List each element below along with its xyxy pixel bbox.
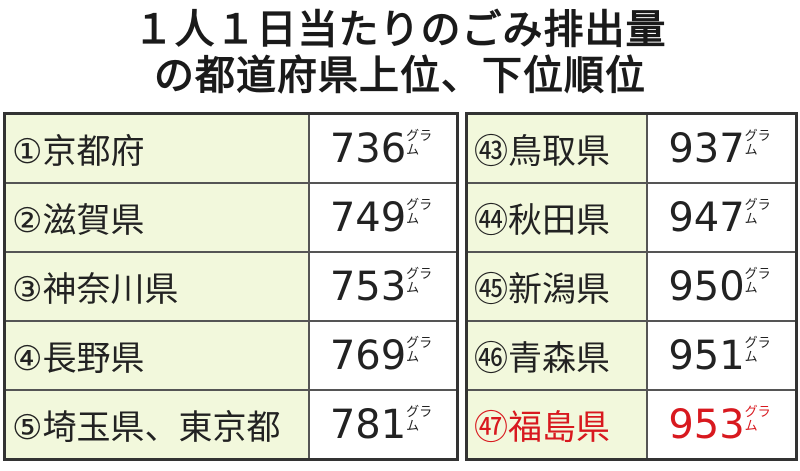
table-row: ㊼福島県 953 グラム — [465, 389, 798, 461]
unit-label: グラム — [406, 335, 436, 365]
prefecture-name: 新潟県 — [508, 270, 610, 310]
table-row: ⑤埼玉県、東京都 781 グラム — [3, 389, 459, 461]
unit-bottom: ム — [406, 211, 420, 227]
unit-label: グラム — [744, 335, 775, 365]
rank: ④ — [12, 339, 43, 379]
rank: ① — [12, 132, 43, 172]
unit-bottom: ム — [744, 142, 758, 158]
value: 950 — [668, 263, 745, 310]
prefecture-cell: ㊸鳥取県 — [465, 112, 648, 184]
prefecture-cell: ②滋賀県 — [3, 182, 310, 253]
unit-bottom: ム — [406, 349, 420, 365]
prefecture-cell: ㊻青森県 — [465, 320, 648, 391]
unit-bottom: ム — [406, 142, 420, 158]
prefecture-name: 鳥取県 — [508, 132, 610, 172]
unit-label: グラム — [406, 128, 436, 158]
prefecture-name: 青森県 — [508, 339, 610, 379]
unit-top: グラ — [406, 335, 433, 351]
rank: ② — [12, 201, 43, 241]
table-row: ①京都府 736 グラム — [3, 112, 459, 184]
unit-top: グラ — [406, 266, 433, 282]
unit-bottom: ム — [744, 280, 758, 296]
rank: ③ — [12, 270, 43, 310]
unit-top: グラ — [744, 335, 771, 351]
table-row: ㊻青森県 951 グラム — [465, 320, 798, 391]
unit-label: グラム — [406, 404, 436, 434]
unit-label: グラム — [744, 128, 775, 158]
unit-bottom: ム — [744, 349, 758, 365]
prefecture-cell: ㊹秋田県 — [465, 182, 648, 253]
unit-top: グラ — [406, 197, 433, 213]
table-row: ㊺新潟県 950 グラム — [465, 251, 798, 322]
value: 749 — [329, 194, 407, 241]
unit-label: グラム — [744, 404, 775, 434]
value-cell: 950 グラム — [646, 251, 798, 322]
value: 951 — [668, 332, 745, 379]
unit-bottom: ム — [744, 211, 758, 227]
prefecture-name: 滋賀県 — [42, 201, 145, 241]
unit-bottom: ム — [406, 280, 420, 296]
prefecture-cell: ③神奈川県 — [3, 251, 310, 322]
rank: ⑤ — [12, 408, 43, 448]
unit-top: グラ — [744, 266, 771, 282]
value-cell: 947 グラム — [646, 182, 798, 253]
unit-label: グラム — [744, 197, 775, 227]
title-line-1: １人１日当たりのごみ排出量 — [133, 7, 667, 53]
unit-top: グラ — [744, 128, 771, 144]
prefecture-cell: ㊼福島県 — [465, 389, 648, 461]
prefecture-name: 福島県 — [508, 408, 610, 448]
table-row: ②滋賀県 749 グラム — [3, 182, 459, 253]
rank: ㊺ — [474, 270, 508, 310]
unit-top: グラ — [744, 404, 771, 420]
value: 781 — [329, 401, 407, 448]
value-cell: 769 グラム — [308, 320, 459, 391]
value: 937 — [668, 125, 745, 172]
value: 736 — [329, 125, 407, 172]
value-cell: 749 グラム — [308, 182, 459, 253]
unit-bottom: ム — [406, 418, 420, 434]
value: 953 — [668, 401, 745, 448]
prefecture-name: 長野県 — [42, 339, 145, 379]
prefecture-name: 埼玉県、東京都 — [42, 408, 281, 448]
rank: ㊹ — [474, 201, 508, 241]
table-row: ④長野県 769 グラム — [3, 320, 459, 391]
value-cell: 951 グラム — [646, 320, 798, 391]
unit-label: グラム — [406, 266, 436, 296]
rank: ㊼ — [474, 408, 508, 448]
value-cell: 753 グラム — [308, 251, 459, 322]
value-cell: 781 グラム — [308, 389, 459, 461]
prefecture-cell: ㊺新潟県 — [465, 251, 648, 322]
value-cell: 937 グラム — [646, 112, 798, 184]
prefecture-name: 京都府 — [42, 132, 145, 172]
prefecture-name: 神奈川県 — [42, 270, 179, 310]
prefecture-name: 秋田県 — [508, 201, 610, 241]
title-line-2: の都道府県上位、下位順位 — [154, 53, 646, 99]
table-row: ㊹秋田県 947 グラム — [465, 182, 798, 253]
value-cell: 736 グラム — [308, 112, 459, 184]
top-ranking-table: ①京都府 736 グラム ②滋賀県 749 グラム ③神奈川県 753 グラム ④長野県 769 グラ… — [3, 112, 459, 461]
unit-label: グラム — [406, 197, 436, 227]
value-cell: 953 グラム — [646, 389, 798, 461]
unit-bottom: ム — [744, 418, 758, 434]
unit-top: グラ — [406, 404, 433, 420]
prefecture-cell: ④長野県 — [3, 320, 310, 391]
table-row: ③神奈川県 753 グラム — [3, 251, 459, 322]
value: 753 — [329, 263, 407, 310]
value: 769 — [329, 332, 407, 379]
unit-label: グラム — [744, 266, 775, 296]
prefecture-cell: ①京都府 — [3, 112, 310, 184]
unit-top: グラ — [744, 197, 771, 213]
value: 947 — [668, 194, 745, 241]
prefecture-cell: ⑤埼玉県、東京都 — [3, 389, 310, 461]
unit-top: グラ — [406, 128, 433, 144]
rank: ㊻ — [474, 339, 508, 379]
table-row: ㊸鳥取県 937 グラム — [465, 112, 798, 184]
rank: ㊸ — [474, 132, 508, 172]
